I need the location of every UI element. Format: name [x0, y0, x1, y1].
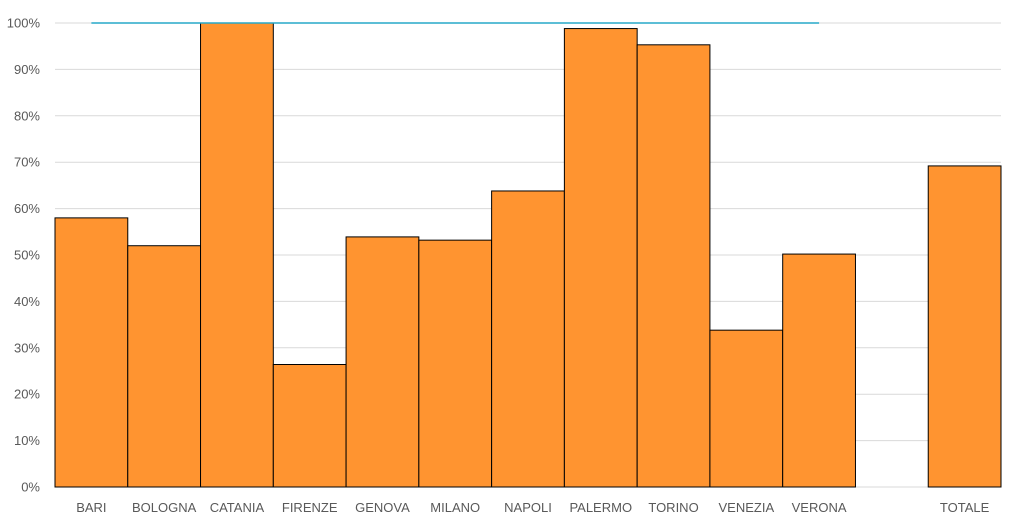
x-category-label: TOTALE: [940, 500, 990, 515]
y-tick-label: 80%: [14, 108, 40, 123]
y-tick-label: 70%: [14, 155, 40, 170]
bar-venezia: [709, 329, 784, 488]
bar-totale: [927, 165, 1002, 488]
x-category-label: TORINO: [648, 500, 698, 515]
y-tick-label: 60%: [14, 201, 40, 216]
bar-napoli: [491, 190, 565, 488]
bar-bologna: [127, 245, 202, 488]
y-tick-label: 10%: [14, 433, 40, 448]
x-category-label: GENOVA: [355, 500, 410, 515]
bar-firenze: [272, 364, 347, 488]
x-category-label: PALERMO: [569, 500, 632, 515]
bar-genova: [345, 236, 420, 488]
y-tick-label: 40%: [14, 294, 40, 309]
y-tick-label: 50%: [14, 248, 40, 263]
bar-catania: [200, 22, 274, 488]
x-category-label: VERONA: [792, 500, 847, 515]
bar-palermo: [563, 28, 638, 488]
x-category-label: FIRENZE: [282, 500, 338, 515]
y-axis-ticks: 0% 10% 20% 30% 40% 50% 60% 70% 80% 90% 100%: [7, 16, 41, 495]
y-tick-label: 20%: [14, 387, 40, 402]
bars: [54, 22, 1002, 488]
y-tick-label: 100%: [7, 16, 41, 31]
y-tick-label: 90%: [14, 62, 40, 77]
bar-torino: [636, 44, 711, 488]
bar-verona: [782, 253, 856, 488]
x-category-label: BARI: [76, 500, 106, 515]
x-category-label: BOLOGNA: [132, 500, 197, 515]
x-category-label: MILANO: [430, 500, 480, 515]
x-axis-labels: BARI BOLOGNA CATANIA FIRENZE GENOVA MILANO NAP…: [76, 500, 989, 515]
y-tick-label: 0%: [21, 480, 40, 495]
y-tick-label: 30%: [14, 340, 40, 355]
x-category-label: NAPOLI: [504, 500, 552, 515]
x-category-label: CATANIA: [210, 500, 265, 515]
bar-milano: [418, 239, 493, 488]
x-category-label: VENEZIA: [718, 500, 774, 515]
bar-bari: [54, 217, 129, 488]
